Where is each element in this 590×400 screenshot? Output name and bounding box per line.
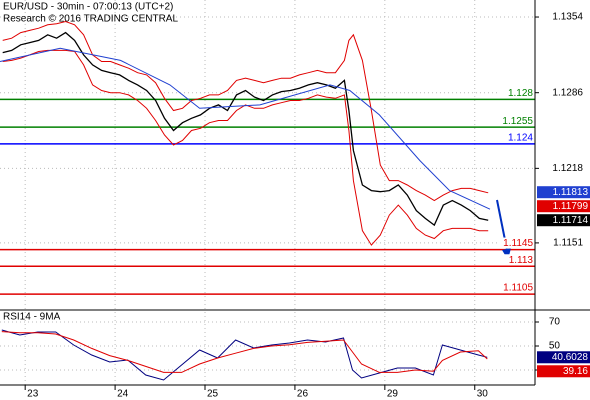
moving-average [0,47,491,210]
level-label: 1.1145 [503,238,533,249]
level-label: 1.128 [508,88,533,99]
y-tick-label: 1.1354 [552,12,583,23]
value-box [537,214,590,227]
price-line [2,31,489,227]
x-tick-label: 26 [297,389,309,400]
bollinger-band [2,49,489,246]
level-label-bg [500,237,534,249]
level-label: 1.113 [509,255,534,266]
value-box [537,186,590,199]
value-box [537,200,590,213]
x-tick-label: 23 [27,389,39,400]
rsi-line [1,331,488,373]
level-label-bg [500,282,534,294]
y-tick-label: 1.1286 [552,87,583,98]
y-tick-label: 70 [549,317,561,328]
x-tick-label: 30 [477,389,489,400]
level-label: 1.124 [508,133,533,144]
value-box-label: 39.16 [563,366,588,377]
y-tick-label: 1.1151 [553,238,583,249]
level-label: 1.1105 [503,283,533,294]
level-label-bg [500,131,534,143]
value-box-label: 1.11799 [553,201,589,212]
bollinger-band [2,20,489,202]
y-tick-label: 1.1218 [552,163,583,174]
level-label: 1.1255 [502,116,533,127]
value-box-label: 1.11714 [553,215,589,226]
value-box [537,351,590,364]
level-label-bg [500,115,534,127]
value-box-label: 1.11813 [553,187,589,198]
value-box-label: 40.6028 [552,352,589,363]
x-tick-label: 25 [207,389,219,400]
x-tick-label: 29 [387,389,399,400]
value-box [537,365,590,378]
level-label-bg [500,87,534,99]
plot [0,0,535,385]
level-label-bg [500,254,534,266]
rsi-title: RSI14 - 9MA [3,312,61,323]
chart-title: EUR/USD - 30min - 07:00:13 (UTC+2) [3,2,173,13]
y-tick-label: 50 [549,341,561,352]
chart-subtitle: Research © 2016 TRADING CENTRAL [3,14,178,25]
rsi-line [1,329,488,381]
x-tick-label: 24 [117,389,129,400]
